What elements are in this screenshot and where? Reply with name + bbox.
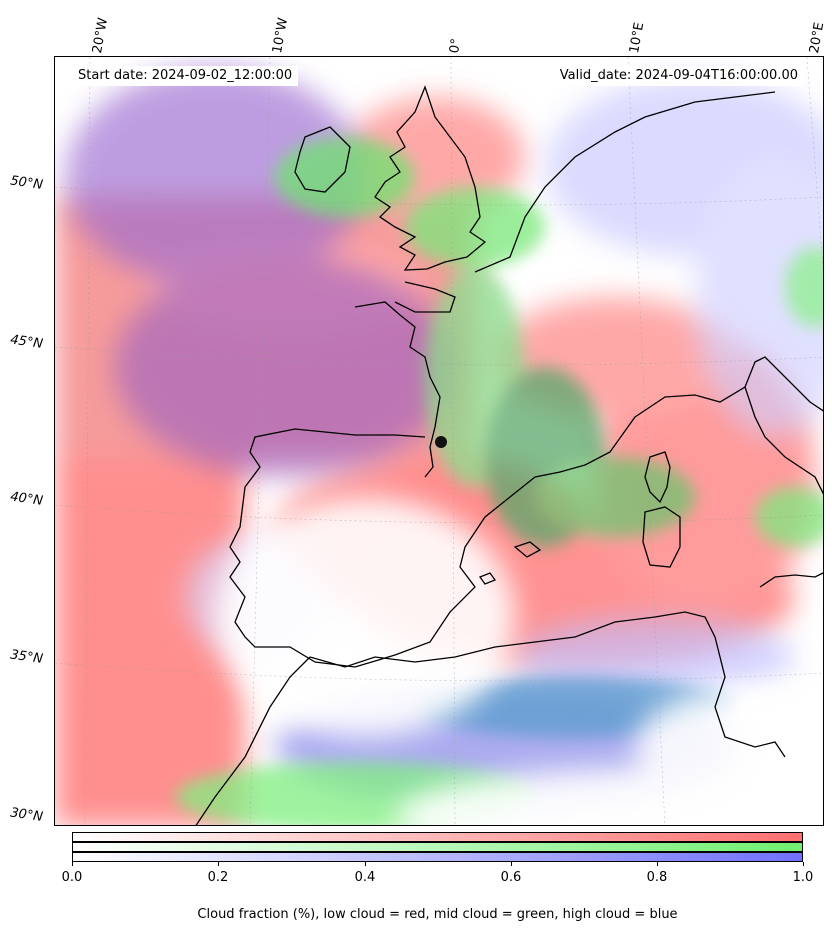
lon-label-10w: 10°W: [270, 16, 292, 55]
start-date-label: Start date: 2024-09-02_12:00:00: [72, 66, 299, 86]
lat-label-50n: 50°N: [9, 173, 44, 193]
colorbar-tickmark: [803, 862, 804, 866]
lat-label-35n: 35°N: [9, 647, 44, 667]
colorbar-tickmark: [365, 862, 366, 866]
lon-label-10e: 10°E: [627, 21, 648, 55]
colorbar-high-cloud: [73, 853, 802, 861]
colorbar-tick-label: 0.8: [646, 870, 668, 885]
lat-label-30n: 30°N: [9, 805, 44, 825]
graticule: [55, 57, 823, 825]
colorbar-tick-label: 0.6: [500, 870, 522, 885]
lat-label-40n: 40°N: [9, 489, 44, 509]
lon-label-20e: 20°E: [807, 21, 828, 55]
colorbar-tick-label: 0.4: [354, 870, 376, 885]
colorbar: [72, 832, 803, 862]
coastlines: [195, 85, 823, 825]
cloud-fraction-map: [54, 56, 824, 826]
map-canvas: [55, 57, 823, 825]
lat-label-45n: 45°N: [9, 332, 44, 352]
location-marker: [435, 436, 447, 448]
colorbar-tickmark: [72, 862, 73, 866]
lon-label-20w: 20°W: [90, 16, 112, 55]
lon-label-0: 0°: [447, 37, 465, 55]
colorbar-tickmark: [218, 862, 219, 866]
colorbar-low-cloud: [73, 833, 802, 843]
colorbar-mid-cloud: [73, 843, 802, 853]
colorbar-tickmark: [657, 862, 658, 866]
colorbar-tickmark: [511, 862, 512, 866]
valid-date-label: Valid_date: 2024-09-04T16:00:00.00: [553, 66, 804, 86]
colorbar-tick-label: 0.2: [207, 870, 229, 885]
colorbar-tick-label: 0.0: [61, 870, 83, 885]
colorbar-tick-label: 1.0: [792, 870, 814, 885]
colorbar-caption: Cloud fraction (%), low cloud = red, mid…: [197, 907, 678, 922]
